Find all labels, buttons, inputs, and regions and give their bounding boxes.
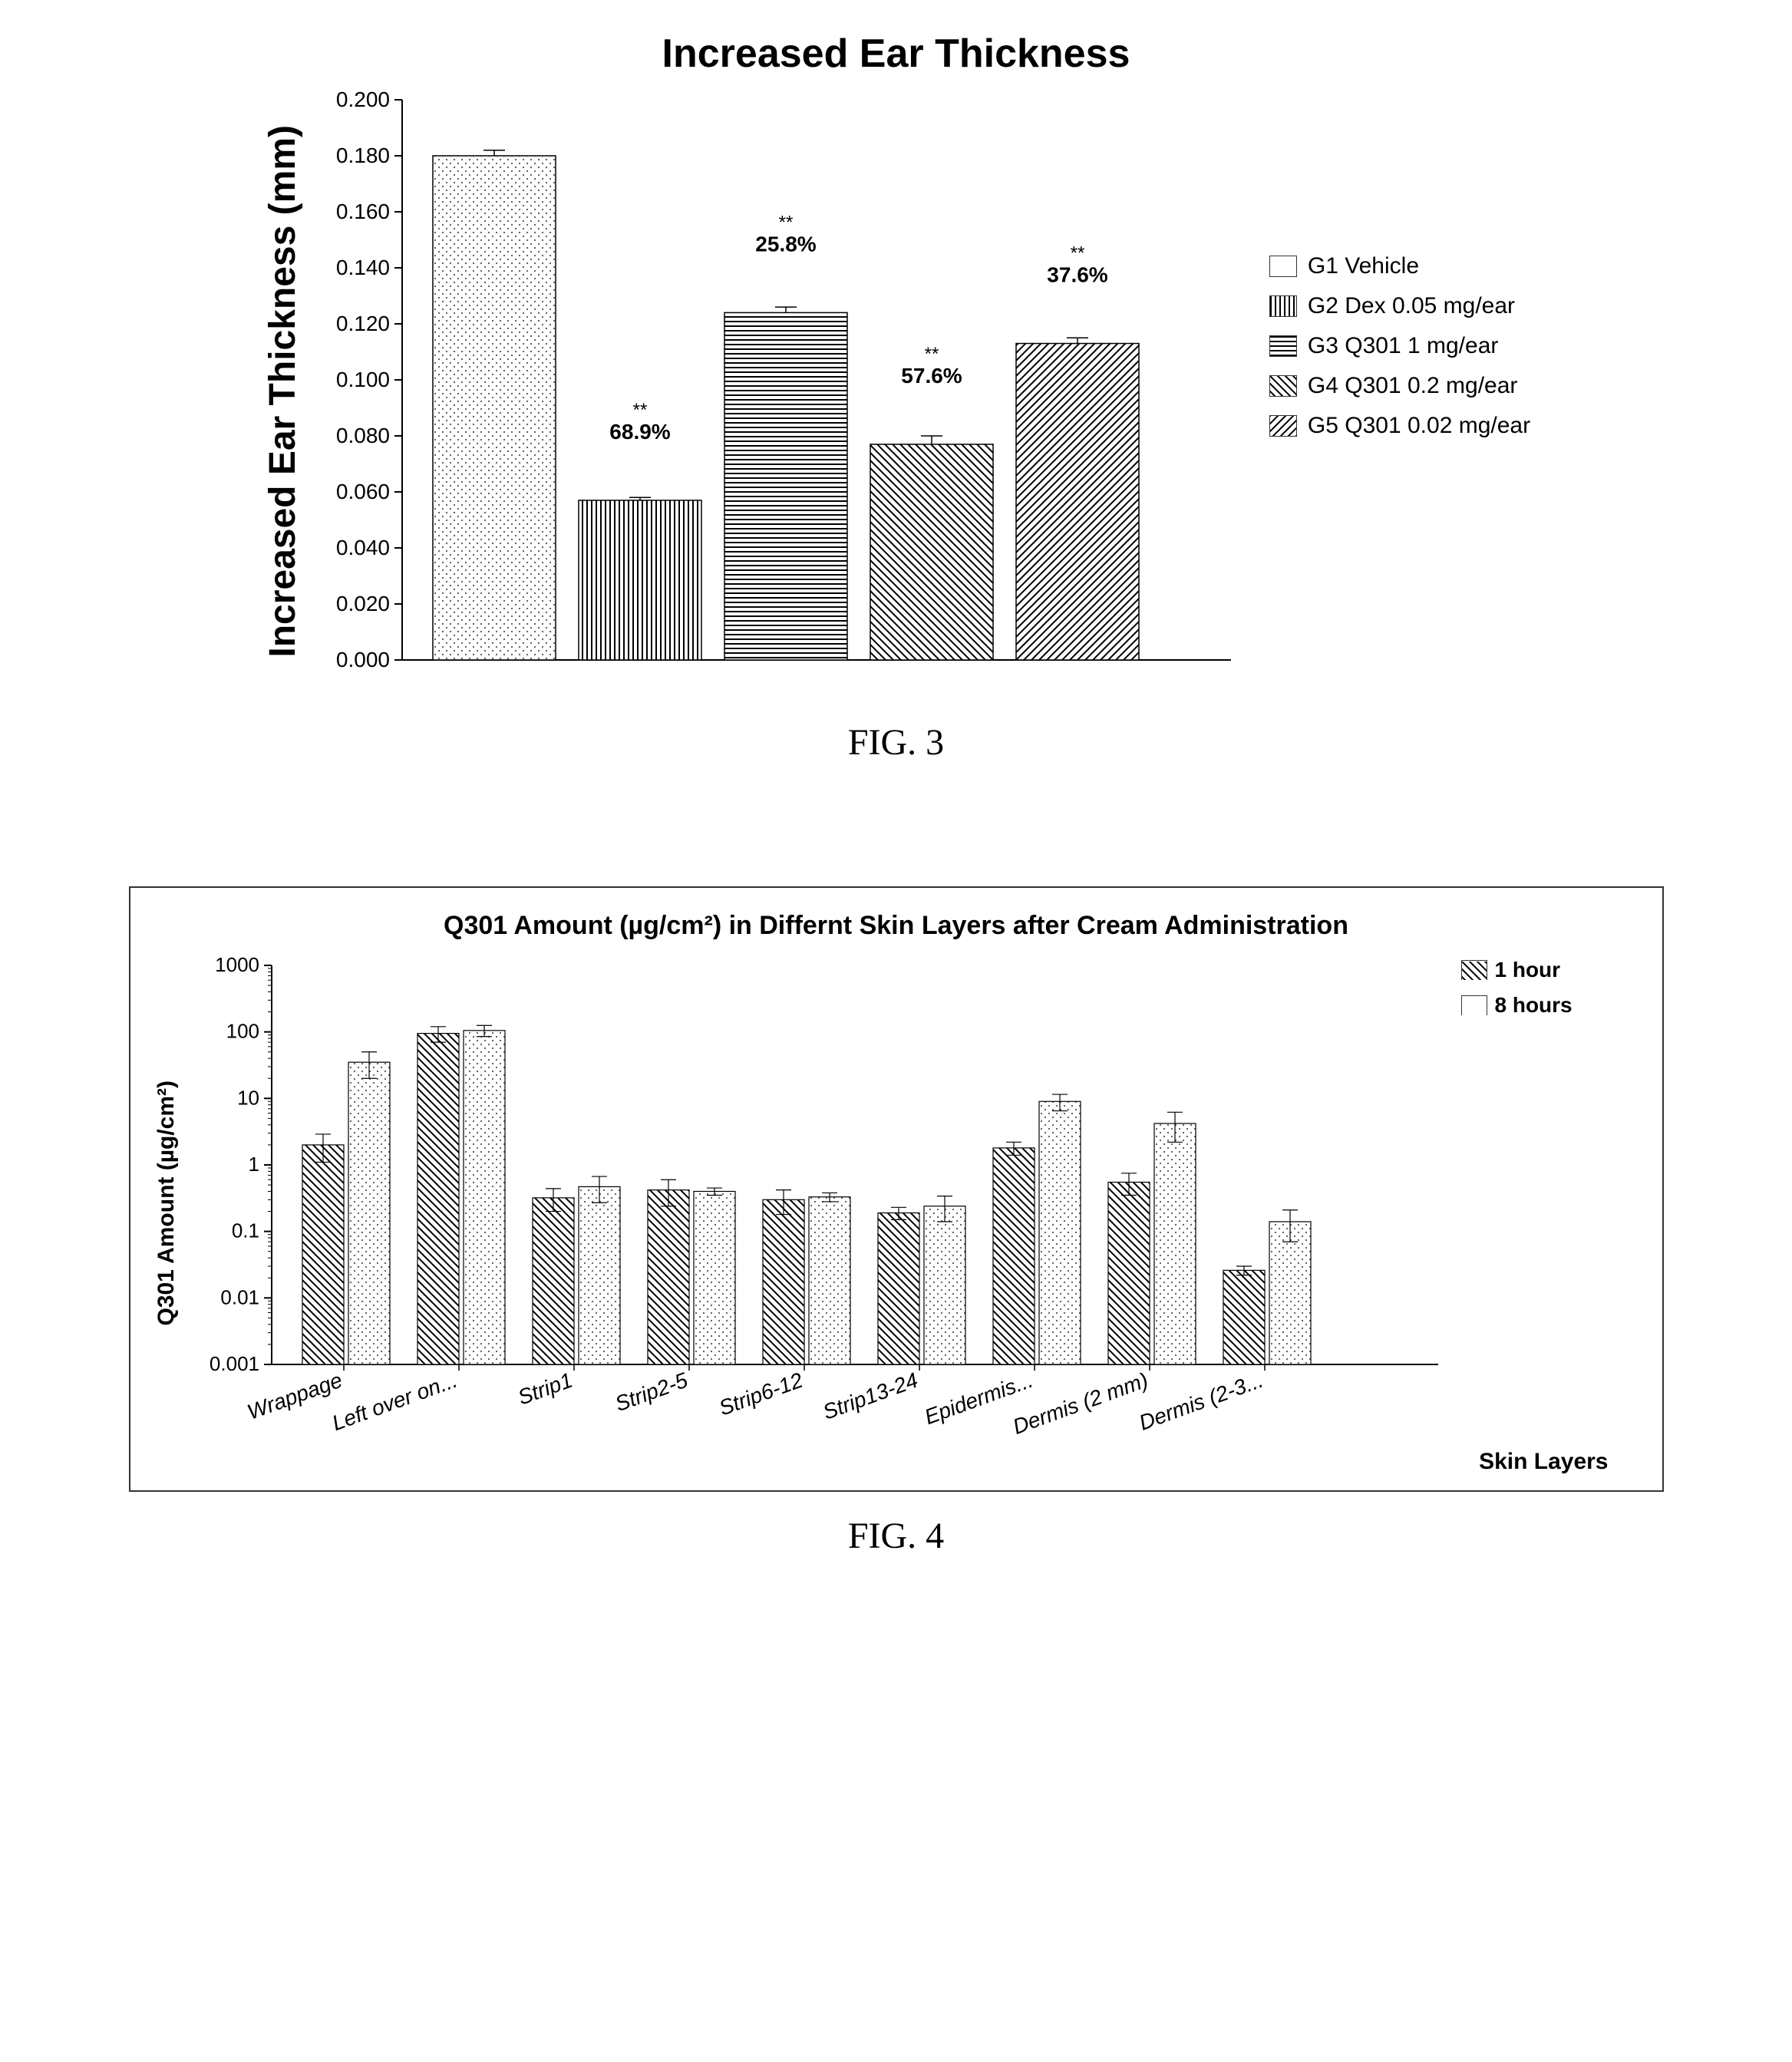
svg-text:0.080: 0.080	[336, 424, 390, 447]
svg-text:0.060: 0.060	[336, 480, 390, 503]
chart1-plot-area: 0.000 0.020 0.040 0.060 0.080 0.100 0.120 0.140…	[310, 84, 1246, 698]
legend-item: G1 Vehicle	[1269, 253, 1530, 279]
svg-text:0.200: 0.200	[336, 87, 390, 111]
legend-swatch	[1269, 295, 1297, 317]
legend-label: 1 hour	[1495, 958, 1561, 982]
svg-text:Left over on...: Left over on...	[328, 1368, 460, 1436]
chart2-legend: 1 hour 8 hours	[1461, 958, 1573, 1457]
svg-text:Strip1: Strip1	[514, 1368, 575, 1410]
svg-text:**: **	[925, 344, 939, 365]
legend-swatch	[1461, 995, 1487, 1015]
svg-text:0.01: 0.01	[220, 1285, 259, 1308]
legend-label: 8 hours	[1495, 993, 1573, 1018]
legend-item: G3 Q301 1 mg/ear	[1269, 333, 1530, 359]
svg-text:Strip2-5: Strip2-5	[612, 1368, 691, 1416]
svg-text:0.120: 0.120	[336, 312, 390, 335]
legend-item: G2 Dex 0.05 mg/ear	[1269, 293, 1530, 319]
legend-item: 8 hours	[1461, 993, 1573, 1018]
svg-text:0.040: 0.040	[336, 536, 390, 559]
legend-swatch	[1461, 960, 1487, 980]
legend-label: G2 Dex 0.05 mg/ear	[1308, 293, 1515, 319]
svg-text:68.9%: 68.9%	[609, 420, 670, 444]
legend-label: G1 Vehicle	[1308, 253, 1419, 279]
legend-label: G5 Q301 0.02 mg/ear	[1308, 413, 1530, 439]
svg-text:Strip13-24: Strip13-24	[820, 1368, 921, 1424]
figure-3: Increased Ear Thickness Increased Ear Th…	[46, 31, 1746, 764]
chart2-title: Q301 Amount (µg/cm²) in Differnt Skin La…	[153, 911, 1639, 941]
chart1-svg: 0.000 0.020 0.040 0.060 0.080 0.100 0.120 0.140…	[310, 84, 1246, 698]
chart2-ylabel: Q301 Amount (µg/cm²)	[153, 1080, 180, 1326]
svg-text:0.020: 0.020	[336, 592, 390, 615]
legend-swatch	[1269, 335, 1297, 357]
fig4-caption: FIG. 4	[46, 1515, 1746, 1557]
svg-text:1: 1	[248, 1153, 259, 1176]
legend-item: 1 hour	[1461, 958, 1573, 982]
legend-item: G4 Q301 0.2 mg/ear	[1269, 373, 1530, 399]
legend-label: G3 Q301 1 mg/ear	[1308, 333, 1498, 359]
chart1-ylabel: Increased Ear Thickness (mm)	[262, 125, 304, 658]
svg-text:0.000: 0.000	[336, 648, 390, 671]
svg-text:57.6%: 57.6%	[901, 364, 962, 388]
chart2-box: Q301 Amount (µg/cm²) in Differnt Skin La…	[129, 886, 1664, 1492]
fig3-caption: FIG. 3	[46, 721, 1746, 764]
svg-text:25.8%: 25.8%	[755, 232, 816, 256]
svg-text:0.001: 0.001	[209, 1352, 259, 1375]
svg-text:0.1: 0.1	[231, 1219, 259, 1242]
svg-text:0.160: 0.160	[336, 200, 390, 223]
svg-text:0.100: 0.100	[336, 368, 390, 391]
svg-text:Strip6-12: Strip6-12	[715, 1368, 806, 1420]
svg-text:**: **	[779, 212, 794, 233]
svg-text:Dermis (2-3...: Dermis (2-3...	[1136, 1368, 1266, 1435]
chart1-legend: G1 Vehicle G2 Dex 0.05 mg/ear G3 Q301 1 mg…	[1269, 253, 1530, 453]
figure-4: Q301 Amount (µg/cm²) in Differnt Skin La…	[46, 886, 1746, 1557]
svg-text:37.6%: 37.6%	[1047, 263, 1107, 287]
svg-text:**: **	[633, 400, 648, 421]
chart2-svg: 0.0010.010.11101001000WrappageLeft over …	[187, 950, 1446, 1457]
legend-item: G5 Q301 0.02 mg/ear	[1269, 413, 1530, 439]
svg-text:0.140: 0.140	[336, 256, 390, 279]
legend-swatch	[1269, 375, 1297, 397]
legend-label: G4 Q301 0.2 mg/ear	[1308, 373, 1518, 399]
svg-text:100: 100	[226, 1020, 259, 1043]
legend-swatch	[1269, 256, 1297, 277]
svg-text:0.180: 0.180	[336, 144, 390, 167]
svg-text:10: 10	[237, 1086, 259, 1109]
chart1-wrap: Increased Ear Thickness (mm) 0.0000.0200…	[46, 84, 1746, 698]
legend-swatch	[1269, 415, 1297, 437]
svg-text:**: **	[1071, 243, 1085, 264]
chart1-title: Increased Ear Thickness	[46, 31, 1746, 77]
chart2-body: Q301 Amount (µg/cm²) 0.001 0.01 0.1 1 10 100 1…	[153, 950, 1639, 1457]
svg-text:1000: 1000	[215, 953, 259, 976]
